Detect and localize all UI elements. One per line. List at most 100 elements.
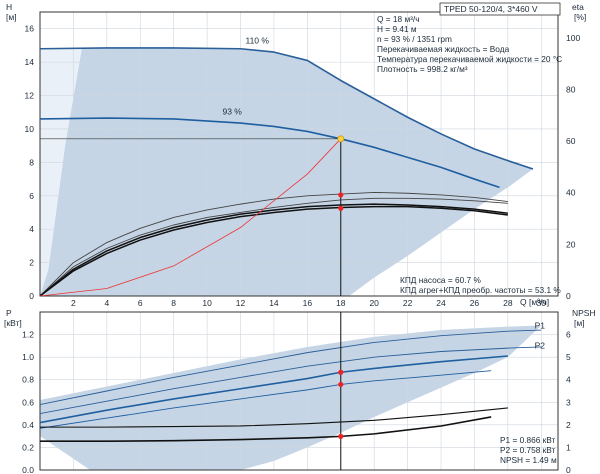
y-tick-label: 8 <box>29 157 34 167</box>
top-panel: 110 %93 % 2 4 6 8 10 12 14 16 18 20 22 24 26 28 30 024… <box>25 11 580 308</box>
efficiency-info: КПД насоса = 60.7 %КПД агрег+КПД преобр.… <box>400 275 561 295</box>
top-series-layer: 110 % 93 % <box>40 36 534 296</box>
x-tick-label: 26 <box>470 298 480 308</box>
y-tick-label: 10 <box>25 124 35 134</box>
power-value-line: NPSH = 1.49 м <box>500 455 557 465</box>
x-tick-label: 4 <box>104 298 109 308</box>
y-tick-label: 14 <box>25 57 35 67</box>
power-curve-line-5 <box>40 416 492 443</box>
y-tick-label: 4 <box>29 224 34 234</box>
head-range-shade <box>40 47 533 296</box>
y2-tick-label: 0 <box>566 291 571 301</box>
series-label-p2: P2 <box>535 341 546 351</box>
series-label-p1: P1 <box>535 320 546 330</box>
top-y2-tick-labels: 0 20 40 60 80 100 <box>566 33 580 301</box>
y-tick-label: 2 <box>29 258 34 268</box>
power-range-area <box>40 325 542 470</box>
npsh-tick-label: 2 <box>566 420 571 430</box>
p-tick-label: 1.2 <box>22 330 34 340</box>
p-tick-label: 0.8 <box>22 375 34 385</box>
bottom-plot-frame <box>39 311 559 471</box>
p-tick-label: 0.4 <box>22 420 34 430</box>
info-line: Перекачиваемая жидкость = Вода <box>377 44 510 54</box>
pump-title-box <box>439 2 561 16</box>
npsh-tick-label: 6 <box>566 330 571 340</box>
y2-tick-label: 40 <box>566 188 576 198</box>
p-tick-label: 0.6 <box>22 397 34 407</box>
p-tick-label: 1.0 <box>22 352 34 362</box>
operating-point <box>337 135 345 143</box>
y-tick-label: 0 <box>29 291 34 301</box>
x-tick-label: 6 <box>138 298 143 308</box>
operating-info: Q = 18 м³/чH = 9.41 мn = 93 % / 1351 rpm… <box>377 14 562 74</box>
series-label-110: 110 % <box>245 36 269 46</box>
npsh-tick-label: 5 <box>566 352 571 362</box>
bottom-y-tick-labels: 0.0 0.2 0.4 0.6 0.8 1.0 1.2 <box>22 330 34 474</box>
curve-line-2 <box>40 197 508 296</box>
info-line: n = 93 % / 1351 rpm <box>377 34 452 44</box>
eta-axis-title: eta [%] <box>572 2 586 22</box>
h-axis-title: H [м] <box>6 2 17 22</box>
q-axis-title: Q [м³/ч] <box>520 297 549 307</box>
power-curve-line-2 <box>40 355 508 424</box>
efficiency-point <box>338 192 344 198</box>
p-tick-label: 0.0 <box>22 465 34 474</box>
info-line: Температура перекачиваемой жидкости = 20… <box>377 54 562 64</box>
x-tick-label: 24 <box>436 298 446 308</box>
pump-title: TPED 50-120/4, 3*460 V <box>444 4 538 14</box>
power-operating-point <box>338 433 344 439</box>
npsh-tick-label: 1 <box>566 442 571 452</box>
p-tick-label: 0.2 <box>22 442 34 452</box>
npsh-tick-label: 0 <box>566 465 571 474</box>
power-operating-point <box>338 381 344 388</box>
top-y-tick-labels: 0 2 4 6 8 10 12 14 16 <box>25 24 35 301</box>
x-tick-label: 28 <box>503 298 513 308</box>
y-tick-label: 16 <box>25 24 35 34</box>
power-value-line: P2 = 0.758 кВт <box>500 445 556 455</box>
x-tick-label: 8 <box>171 298 176 308</box>
power-operating-point <box>338 369 344 375</box>
info-line: Q = 18 м³/ч <box>377 14 420 24</box>
bottom-y2-tick-labels: 0 1 2 3 4 5 6 <box>566 330 571 474</box>
x-tick-label: 10 <box>202 298 212 308</box>
x-tick-label: 20 <box>369 298 379 308</box>
power-curve-line-0 <box>40 329 542 405</box>
y-tick-label: 12 <box>25 91 35 101</box>
head-range-light-shade <box>40 48 82 296</box>
x-tick-label: 2 <box>71 298 76 308</box>
x-tick-label: 12 <box>236 298 246 308</box>
series-label-93: 93 % <box>222 107 242 117</box>
operating-range-area <box>40 47 533 296</box>
bottom-series-layer: P1 P2 <box>40 312 545 470</box>
bottom-panel: P1 P2 0.0 0.2 0.4 0.6 0.8 1.0 1.2 0 1 2 3 4 5 6 <box>22 311 571 474</box>
power-range-shade <box>40 325 542 470</box>
x-tick-label: 14 <box>269 298 279 308</box>
y2-tick-label: 60 <box>566 136 576 146</box>
efficiency-point <box>338 205 344 211</box>
efficiency-line: КПД насоса = 60.7 % <box>400 275 481 285</box>
curve-line-1 <box>40 117 500 189</box>
y2-tick-label: 80 <box>566 84 576 94</box>
info-line: Плотность = 998.2 кг/м³ <box>377 64 468 74</box>
efficiency-line: КПД агрег+КПД преобр. частоты = 53.1 % <box>400 285 561 295</box>
power-value-line: P1 = 0.866 кВт <box>500 435 556 445</box>
power-curve-line-3 <box>40 370 492 429</box>
y2-tick-label: 20 <box>566 239 576 249</box>
npsh-tick-label: 4 <box>566 375 571 385</box>
x-tick-label: 18 <box>336 298 346 308</box>
curve-line-6 <box>40 138 342 296</box>
npsh-tick-label: 3 <box>566 397 571 407</box>
y2-tick-label: 100 <box>566 33 580 43</box>
x-tick-label: 22 <box>403 298 413 308</box>
y-tick-label: 6 <box>29 191 34 201</box>
curve-line-5 <box>40 203 508 296</box>
x-tick-label: 16 <box>303 298 313 308</box>
x-tick-label: 30 <box>537 298 547 308</box>
curve-line-0 <box>40 47 534 170</box>
curve-line-3 <box>40 191 508 296</box>
p-axis-title: P [кВт] <box>4 308 22 328</box>
top-x-tick-labels: 2 4 6 8 10 12 14 16 18 20 22 24 26 28 30 <box>71 298 546 308</box>
power-curve-line-4 <box>40 407 508 428</box>
